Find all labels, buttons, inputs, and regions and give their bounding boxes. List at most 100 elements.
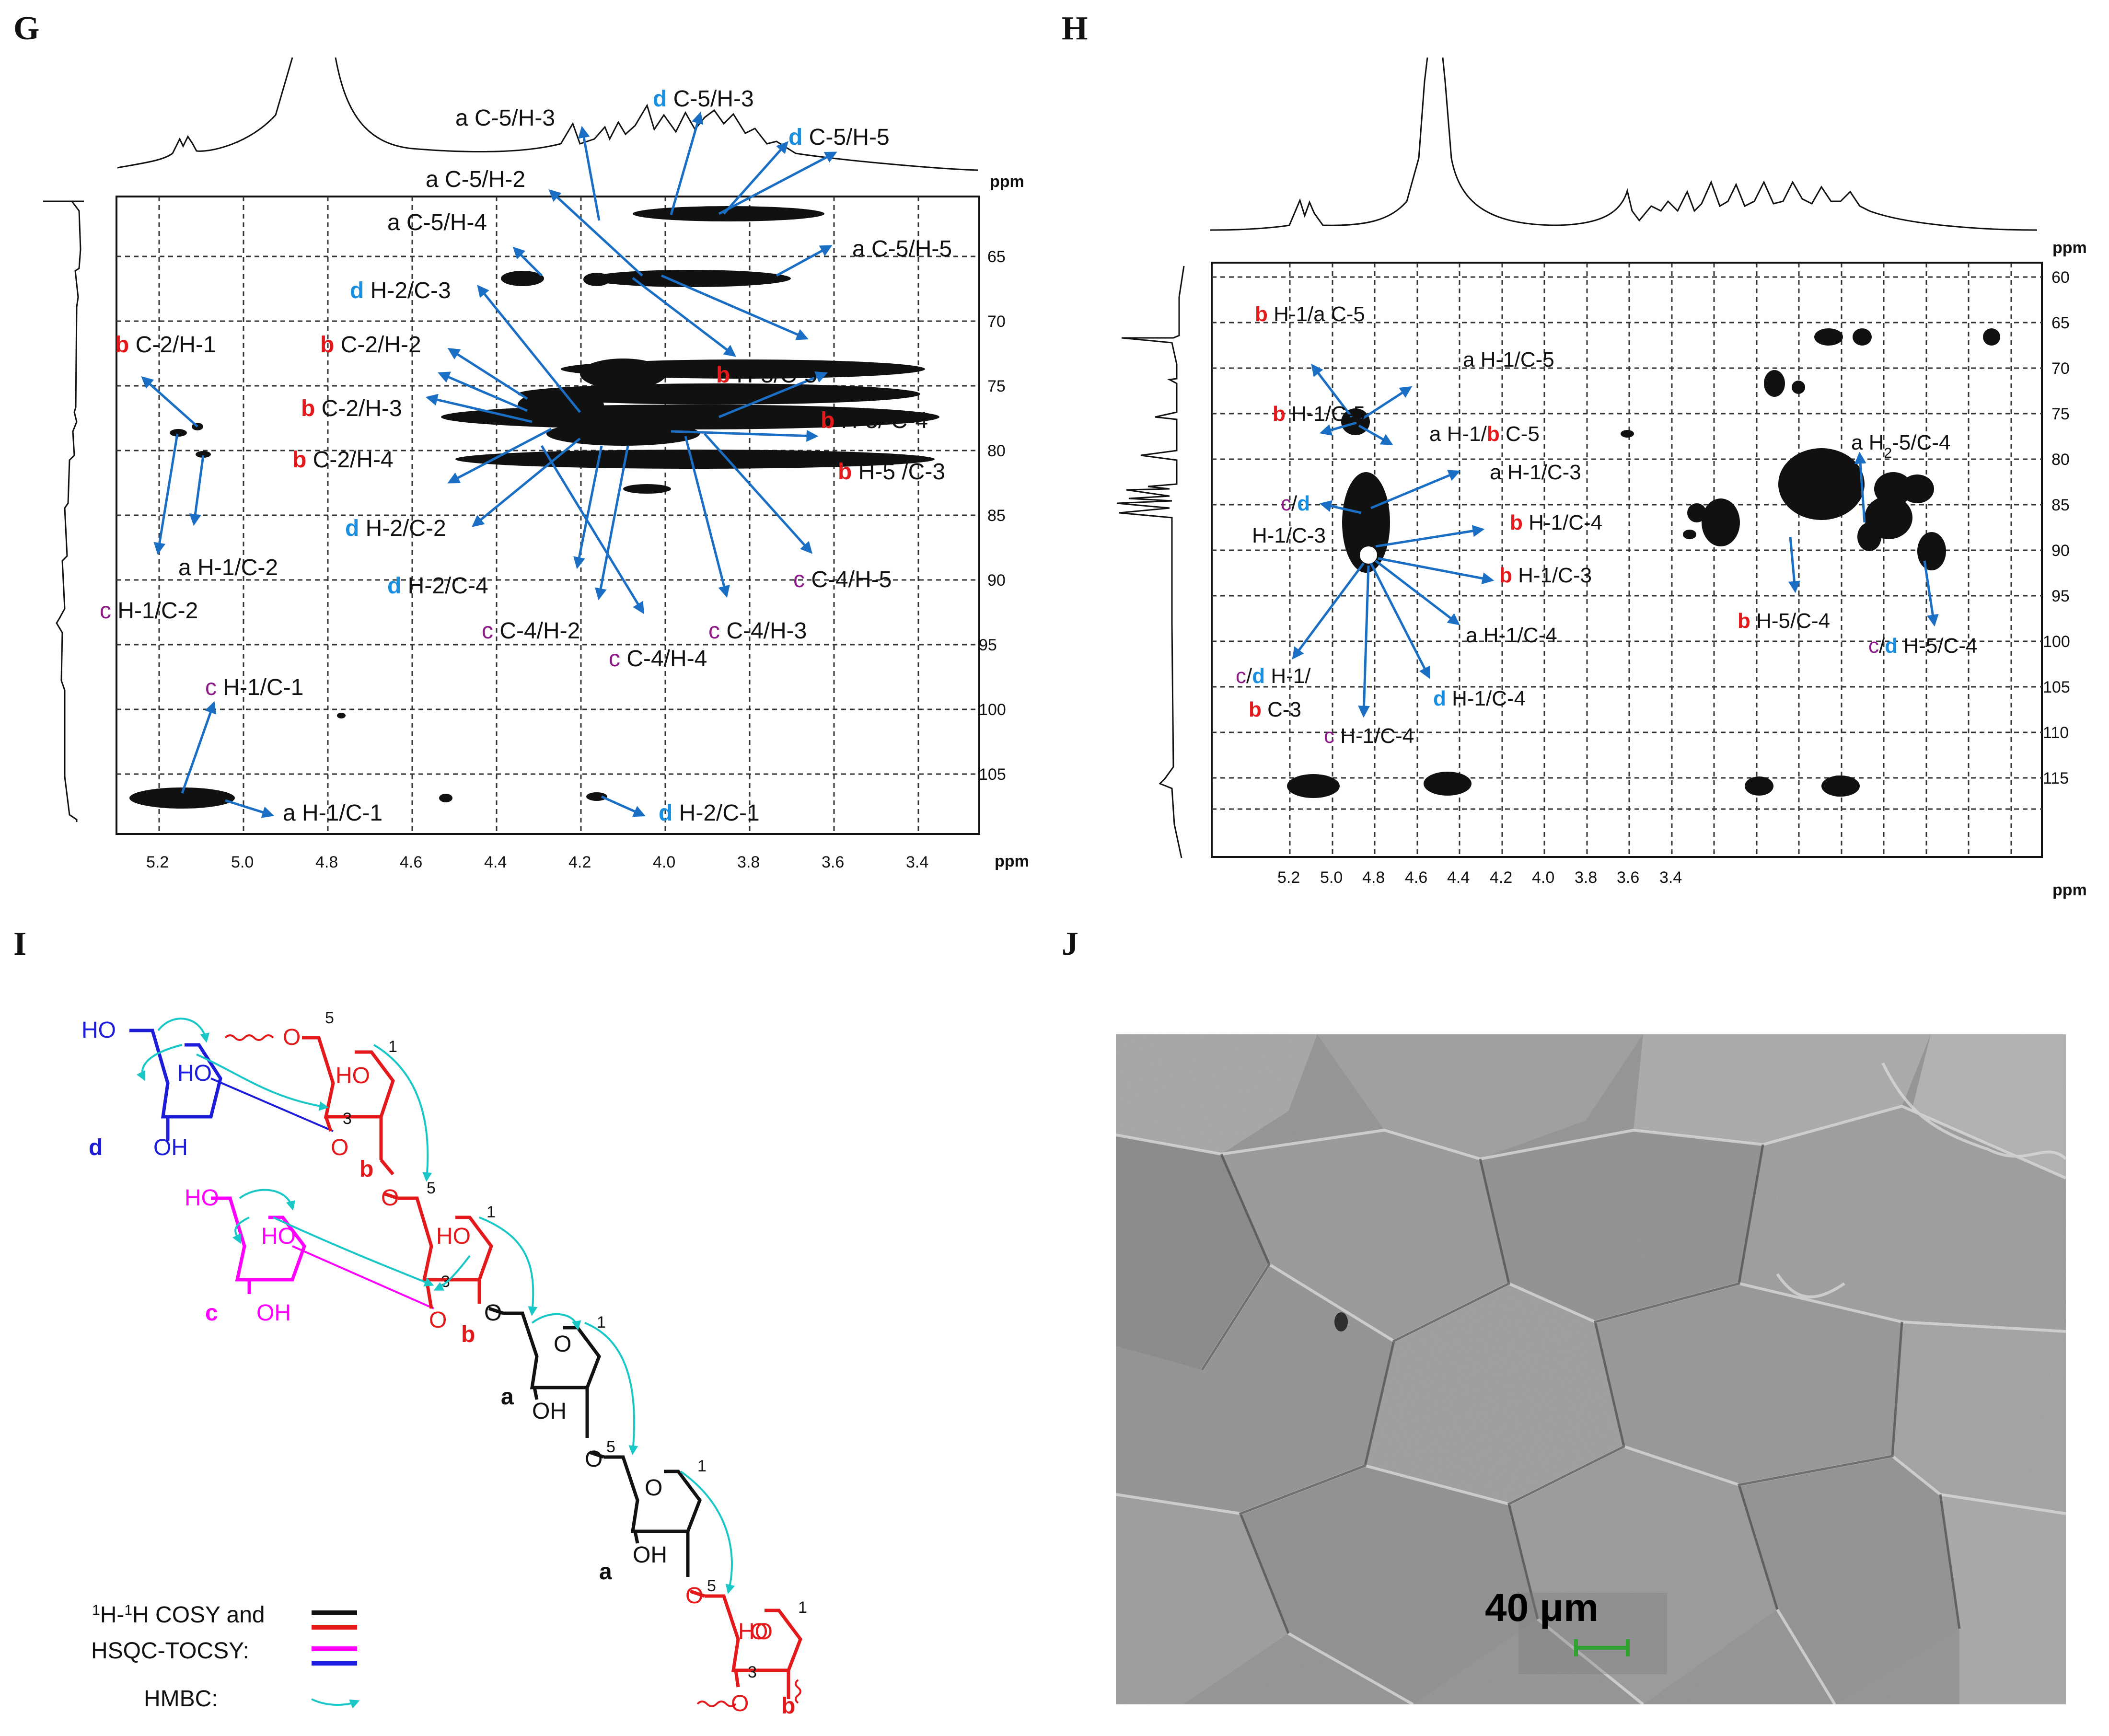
svg-text:b C-2/H-3: b C-2/H-3	[301, 396, 402, 421]
svg-text:HO: HO	[336, 1063, 370, 1088]
svg-text:b H-1/C-5: b H-1/C-5	[1273, 402, 1365, 426]
h-ppm-top: ppm	[2052, 239, 2087, 257]
sem-micrograph: 40 μm	[1116, 1034, 2066, 1704]
svg-text:b: b	[359, 1157, 373, 1182]
svg-text:110: 110	[2043, 724, 2069, 742]
g-xtick: 4.8	[315, 853, 338, 871]
svg-text:HO: HO	[261, 1224, 296, 1249]
svg-text:1: 1	[487, 1203, 496, 1221]
g-arrows	[141, 111, 837, 818]
svg-text:85: 85	[2051, 496, 2070, 514]
svg-text:3: 3	[441, 1273, 450, 1291]
g-xtick: 3.8	[737, 853, 760, 871]
g-xtick: 5.0	[231, 853, 254, 871]
residue-b-bottom: O O HO O 5 1 3 b	[685, 1577, 807, 1719]
svg-text:O: O	[484, 1300, 502, 1326]
residue-a-upper: O O OH 1 a	[484, 1300, 606, 1438]
g-xtick: 4.6	[400, 853, 422, 871]
sem-scale-bar	[1518, 1593, 1667, 1674]
svg-text:HO: HO	[177, 1061, 212, 1086]
svg-text:5: 5	[427, 1179, 436, 1197]
svg-text:5.2: 5.2	[1277, 868, 1300, 887]
residue-a-lower: O O OH 5 1 a	[585, 1438, 707, 1585]
svg-text:O: O	[585, 1447, 603, 1472]
g-x-tick-labels: 5.2 5.0 4.8 4.6 4.4 4.2 4.0 3.8 3.6 3.4	[146, 853, 928, 871]
svg-text:O: O	[283, 1025, 301, 1050]
svg-text:a: a	[599, 1559, 612, 1585]
panel-g-spectrum: 5.2 5.0 4.8 4.6 4.4 4.2 4.0 3.8 3.6 3.4 …	[43, 57, 1029, 871]
svg-text:c C-4/H-3: c C-4/H-3	[708, 618, 807, 644]
svg-text:c H-1/C-2: c H-1/C-2	[100, 598, 198, 624]
svg-text:HMBC:: HMBC:	[144, 1686, 218, 1712]
svg-text:b H-5/C-5: b H-5/C-5	[716, 362, 817, 388]
g-grid-horizontal	[116, 255, 979, 775]
svg-text:c C-4/H-4: c C-4/H-4	[609, 646, 707, 671]
svg-text:O: O	[554, 1331, 571, 1357]
svg-text:c C-4/H-5: c C-4/H-5	[793, 567, 892, 592]
svg-text:d C-5/H-5: d C-5/H-5	[788, 125, 890, 150]
svg-text:d H-2/C-3: d H-2/C-3	[350, 278, 451, 303]
residue-b-top: O HO O 5 1 3 b	[224, 1009, 397, 1182]
svg-text:100: 100	[979, 701, 1006, 719]
svg-text:O: O	[429, 1308, 447, 1333]
svg-text:a H-1/C-1: a H-1/C-1	[283, 800, 382, 826]
g-xtick: 4.0	[653, 853, 675, 871]
svg-text:b H-5 /C-3: b H-5 /C-3	[838, 459, 945, 485]
svg-text:a H-1/C-5: a H-1/C-5	[1463, 348, 1554, 371]
svg-text:O: O	[381, 1185, 399, 1211]
svg-text:b H-1/a C-5: b H-1/a C-5	[1255, 302, 1365, 326]
svg-text:1: 1	[388, 1038, 397, 1056]
g-ppm-x: ppm	[995, 852, 1029, 870]
svg-text:O: O	[331, 1135, 348, 1160]
svg-text:3: 3	[343, 1110, 352, 1128]
panel-letter-h: H	[1062, 10, 1088, 47]
panel-letter-i: I	[13, 926, 27, 962]
h-y-tick-labels: 60 65 70 75 80 85 90 95 100 105 110 115	[2043, 268, 2070, 787]
svg-text:4.6: 4.6	[1405, 868, 1427, 887]
svg-text:3.8: 3.8	[1575, 868, 1597, 887]
svg-text:3.4: 3.4	[1659, 868, 1682, 887]
svg-text:b C-3: b C-3	[1249, 698, 1301, 721]
h-plot-frame	[1211, 262, 2043, 858]
svg-text:75: 75	[2051, 405, 2070, 423]
h-top-projection	[1210, 57, 2038, 231]
svg-text:d H-2/C-2: d H-2/C-2	[345, 516, 446, 541]
svg-text:O: O	[645, 1475, 662, 1501]
svg-text:b H-1/C-4: b H-1/C-4	[1510, 511, 1602, 534]
h-grid-horizontal	[1212, 276, 2042, 810]
svg-text:a C-5/H-5: a C-5/H-5	[852, 236, 952, 262]
svg-text:5: 5	[707, 1577, 716, 1595]
svg-text:b: b	[781, 1693, 795, 1719]
svg-text:c H-1/C-1: c H-1/C-1	[205, 675, 303, 700]
svg-text:75: 75	[987, 377, 1006, 395]
svg-text:5.0: 5.0	[1320, 868, 1343, 887]
g-labels: a C-5/H-3 d C-5/H-3 d C-5/H-5 a C-5/H-2 …	[100, 86, 952, 826]
svg-text:60: 60	[2051, 268, 2070, 287]
svg-text:b H-5/C-4: b H-5/C-4	[1738, 609, 1830, 633]
h-grid-vertical	[1289, 263, 2012, 857]
svg-text:a C-5/H-3: a C-5/H-3	[455, 105, 555, 131]
svg-text:b C-2/H-4: b C-2/H-4	[292, 447, 394, 473]
svg-text:c/d: c/d	[1281, 492, 1310, 515]
svg-text:OH: OH	[153, 1135, 188, 1160]
svg-text:a C-5/H-4: a C-5/H-4	[387, 210, 487, 235]
svg-text:HO: HO	[185, 1185, 219, 1211]
svg-text:a H-1/b C-5: a H-1/b C-5	[1429, 422, 1540, 446]
svg-text:d H-2/C-4: d H-2/C-4	[387, 573, 488, 599]
svg-text:80: 80	[2051, 451, 2070, 469]
svg-text:4.8: 4.8	[1362, 868, 1385, 887]
panel-h-spectrum: 5.2 5.0 4.8 4.6 4.4 4.2 4.0 3.8 3.6 3.4 …	[1116, 57, 2087, 899]
svg-text:5: 5	[325, 1009, 334, 1027]
svg-text:OH: OH	[256, 1300, 291, 1326]
svg-text:65: 65	[987, 248, 1006, 266]
svg-text:1H-1H COSY and: 1H-1H COSY and	[92, 1602, 265, 1628]
hmbc-arrows	[136, 1018, 735, 1594]
svg-text:105: 105	[979, 765, 1006, 784]
h-cross-peaks	[1287, 328, 2000, 798]
svg-text:85: 85	[987, 507, 1006, 525]
svg-text:90: 90	[2051, 542, 2070, 560]
svg-text:OH: OH	[532, 1399, 567, 1424]
svg-text:a H-1/C-2: a H-1/C-2	[178, 555, 278, 580]
svg-text:a H-1/C-3: a H-1/C-3	[1490, 461, 1581, 484]
